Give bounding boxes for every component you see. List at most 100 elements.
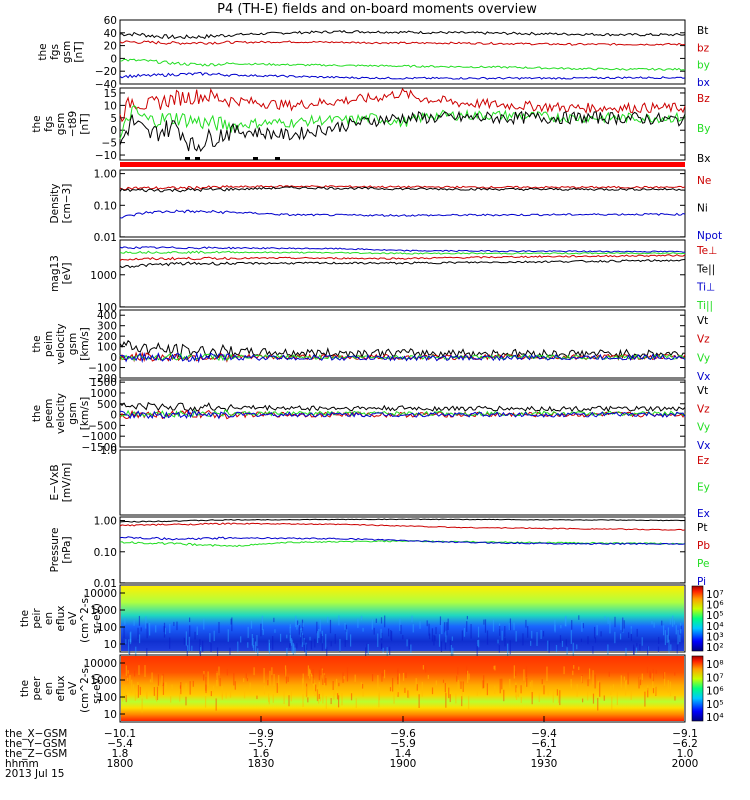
spectrogram-texture <box>290 638 293 646</box>
spectrogram-texture <box>548 640 550 653</box>
series-Te⊥ <box>119 254 686 261</box>
spectrogram-texture <box>333 690 335 700</box>
y-axis-label: the <box>19 610 31 627</box>
spectrogram-texture <box>670 644 672 651</box>
y-axis-label: [nT] <box>73 41 85 62</box>
spectrogram-texture <box>169 637 171 649</box>
spectrogram-texture <box>674 696 676 701</box>
spectrogram-texture <box>185 631 187 646</box>
legend-Bt: Bt <box>697 25 708 37</box>
spectrogram-texture <box>442 679 445 683</box>
spectrogram-texture <box>494 665 496 671</box>
spectrogram-texture <box>418 694 420 708</box>
spectrogram-texture <box>218 621 220 634</box>
spectrogram-texture <box>268 639 270 653</box>
series-Ni <box>119 186 686 193</box>
legend-Bx: Bx <box>697 153 710 165</box>
spectrogram-texture <box>529 681 531 687</box>
spectrogram-texture <box>365 647 367 659</box>
y-tick-label: 10 <box>104 709 117 721</box>
spectrogram-texture <box>523 669 525 681</box>
spectrogram-texture <box>480 687 482 694</box>
y-axis-label: eflux <box>55 676 67 702</box>
spectrogram-texture <box>393 692 395 704</box>
spectrogram-texture <box>305 642 307 655</box>
spectrogram-texture <box>565 639 567 646</box>
spectrogram-texture <box>603 695 605 701</box>
spectrogram-texture <box>630 626 632 634</box>
spectrogram-texture <box>563 666 565 675</box>
series-Bz <box>119 87 686 123</box>
spectrogram-fill <box>121 586 684 651</box>
y-axis-label: en <box>43 612 55 625</box>
spectrogram-texture <box>186 647 188 658</box>
flag-tick <box>275 157 280 160</box>
y-tick-label: 100 <box>97 692 117 704</box>
spectrogram-texture <box>273 617 275 623</box>
spectrogram-texture <box>456 675 458 682</box>
flag-tick <box>253 157 258 160</box>
y-tick-label: 0.01 <box>94 578 117 590</box>
spectrogram-texture <box>434 635 436 642</box>
spectrogram-texture <box>390 629 392 640</box>
spectrogram-texture <box>204 696 207 708</box>
spectrogram-texture <box>380 644 383 650</box>
spectrogram-texture <box>624 681 627 696</box>
spectrogram-texture <box>625 679 627 691</box>
spectrogram-texture <box>542 630 545 637</box>
spectrogram-texture <box>207 671 209 687</box>
spectrogram-texture <box>461 696 463 707</box>
spectrogram-texture <box>145 616 147 629</box>
spectrogram-texture <box>658 636 660 644</box>
spectrogram-texture <box>561 640 564 647</box>
spectrogram-texture <box>406 639 408 647</box>
y-axis-label: [km/s] <box>79 397 91 431</box>
spectrogram-texture <box>307 665 310 677</box>
spectrogram-texture <box>421 681 423 697</box>
spectrogram-texture <box>639 679 642 686</box>
x-tick-value: 1.6 <box>253 748 270 760</box>
spectrogram-texture <box>477 626 480 638</box>
spectrogram-texture <box>367 644 369 656</box>
panel-efield: E−VxB [mV/m] 1.0 Ez Ey Ex <box>49 445 710 520</box>
spectrogram-texture <box>486 630 489 645</box>
spectrogram-texture <box>622 617 624 632</box>
spectrogram-texture <box>483 619 485 625</box>
spectrogram-texture <box>307 697 309 703</box>
spectrogram-texture <box>466 615 468 620</box>
spectrogram-texture <box>525 682 527 687</box>
x-tick-value: 1.0 <box>677 748 694 760</box>
x-tick-value: −9.9 <box>248 728 274 740</box>
colorbar-tick-label: 10⁵ <box>706 699 724 711</box>
spectrogram-texture <box>476 690 478 696</box>
spectrogram-texture <box>345 624 347 633</box>
spectrogram-texture <box>556 689 559 696</box>
spectrogram-texture <box>654 686 656 696</box>
spectrogram-texture <box>625 647 627 657</box>
spectrogram-texture <box>237 641 239 653</box>
y-tick-label: −40 <box>95 79 117 91</box>
y-axis-label: sr-eV) <box>91 603 103 634</box>
spectrogram-texture <box>652 668 654 682</box>
spectrogram-texture <box>203 672 205 681</box>
spectrogram-texture <box>354 674 356 682</box>
x-tick-value: −10.1 <box>104 728 136 740</box>
spectrogram-texture <box>661 620 663 626</box>
series-Pe <box>119 540 686 548</box>
spectrogram-texture <box>187 645 189 652</box>
spectrogram-texture <box>268 693 270 703</box>
spectrogram-texture <box>371 619 373 630</box>
spectrogram-texture <box>504 625 506 637</box>
spectrogram-texture <box>249 682 251 693</box>
date-label: 2013 Jul 15 <box>5 768 64 780</box>
spectrogram-texture <box>540 629 542 639</box>
spectrogram-texture <box>324 674 326 683</box>
colorbar-tick-label: 10⁴ <box>706 712 724 724</box>
spectrogram-texture <box>126 677 129 682</box>
spectrogram-texture <box>302 622 304 627</box>
spectrogram-texture <box>272 635 274 650</box>
spectrogram-texture <box>673 620 676 625</box>
series-bx <box>119 71 686 80</box>
